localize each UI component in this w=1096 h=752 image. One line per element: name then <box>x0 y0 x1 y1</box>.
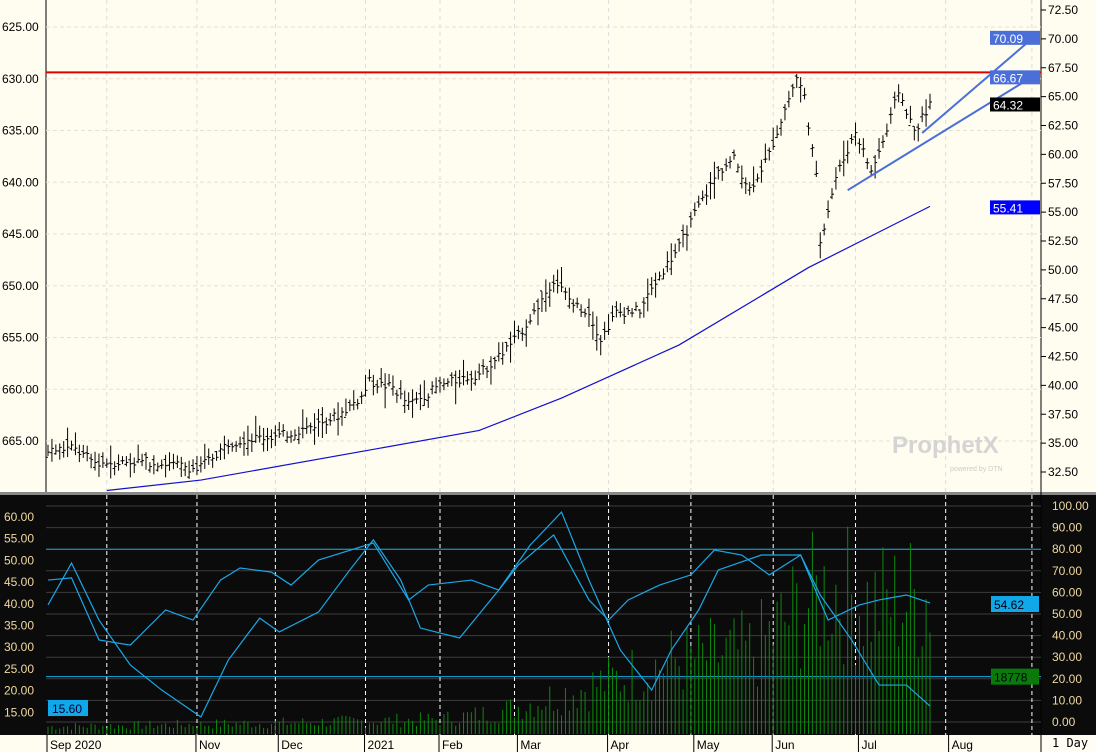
left-indicator-tick: 15.00 <box>4 705 34 719</box>
price-tag <box>990 200 1040 215</box>
right-price-tick: 40.00 <box>1048 378 1078 392</box>
left-indicator-tick: 30.00 <box>4 640 34 654</box>
right-indicator-tick: 10.00 <box>1052 693 1082 707</box>
date-label: Aug <box>952 738 973 752</box>
right-price-tick: 65.00 <box>1048 90 1078 104</box>
right-price-tick: 62.50 <box>1048 119 1078 133</box>
indicator-panel-bg <box>0 495 1040 735</box>
date-label: Nov <box>199 738 220 752</box>
right-indicator-tick: 100.00 <box>1052 499 1089 513</box>
date-label: Apr <box>611 738 630 752</box>
right-price-tick: 42.50 <box>1048 350 1078 364</box>
right-price-tick: 60.00 <box>1048 147 1078 161</box>
watermark-logo: ProphetX <box>892 432 999 459</box>
left-indicator-tick: 20.00 <box>4 684 34 698</box>
left-price-tick: 630.00 <box>2 72 39 86</box>
indicator-tag-value: 54.62 <box>994 598 1024 612</box>
left-price-tick: 650.00 <box>2 279 39 293</box>
price-tag-value: 66.67 <box>993 71 1023 85</box>
indicator-tag-value: 15.60 <box>52 702 82 716</box>
right-indicator-tick: 40.00 <box>1052 629 1082 643</box>
indicator-tag <box>991 668 1039 685</box>
right-price-tick: 67.50 <box>1048 61 1078 75</box>
price-tag <box>990 30 1040 45</box>
left-indicator-tick: 60.00 <box>4 510 34 524</box>
right-indicator-tick: 60.00 <box>1052 585 1082 599</box>
interval-selector[interactable]: 1 Day <box>1046 736 1096 752</box>
left-price-tick: 655.00 <box>2 331 39 345</box>
date-label: Sep 2020 <box>50 738 102 752</box>
price-tag <box>990 97 1040 112</box>
indicator-tag <box>48 700 88 716</box>
right-price-tick: 47.50 <box>1048 292 1078 306</box>
right-price-tick: 57.50 <box>1048 176 1078 190</box>
right-price-tick: 50.00 <box>1048 263 1078 277</box>
left-price-tick: 640.00 <box>2 175 39 189</box>
right-price-tick: 37.50 <box>1048 407 1078 421</box>
date-label: 2021 <box>368 738 395 752</box>
date-label: Mar <box>520 738 541 752</box>
trendline <box>921 34 1037 134</box>
right-indicator-tick: 50.00 <box>1052 607 1082 621</box>
right-price-tick: 45.00 <box>1048 321 1078 335</box>
price-tag-value: 55.41 <box>993 201 1023 215</box>
left-indicator-tick: 55.00 <box>4 532 34 546</box>
indicator-tag-value: 18778 <box>994 671 1028 685</box>
left-indicator-tick: 25.00 <box>4 662 34 676</box>
date-label: Feb <box>442 738 463 752</box>
right-price-tick: 70.00 <box>1048 32 1078 46</box>
panel-divider <box>0 492 1096 495</box>
oscillator-line-fast <box>47 510 931 718</box>
indicator-axis-bg <box>1040 495 1096 735</box>
left-indicator-tick: 45.00 <box>4 575 34 589</box>
right-price-tick: 55.00 <box>1048 205 1078 219</box>
date-label: Jul <box>861 738 876 752</box>
left-indicator-tick: 50.00 <box>4 553 34 567</box>
oscillator-line-slow <box>47 534 931 646</box>
watermark-sub: powered by DTN <box>950 466 1003 473</box>
right-indicator-tick: 0.00 <box>1052 715 1076 729</box>
date-axis-bg <box>0 735 1096 752</box>
price-tag-value: 64.32 <box>993 98 1023 112</box>
trendline <box>847 73 1037 192</box>
left-price-tick: 635.00 <box>2 124 39 138</box>
right-indicator-tick: 20.00 <box>1052 672 1082 686</box>
date-label: Jun <box>775 738 794 752</box>
right-indicator-tick: 80.00 <box>1052 542 1082 556</box>
left-indicator-tick: 35.00 <box>4 619 34 633</box>
right-price-tick: 35.00 <box>1048 436 1078 450</box>
left-price-tick: 645.00 <box>2 227 39 241</box>
right-indicator-tick: 70.00 <box>1052 564 1082 578</box>
moving-average-line <box>106 205 931 492</box>
right-price-tick: 52.50 <box>1048 234 1078 248</box>
left-indicator-tick: 40.00 <box>4 597 34 611</box>
right-indicator-tick: 30.00 <box>1052 650 1082 664</box>
right-indicator-tick: 90.00 <box>1052 521 1082 535</box>
date-label: Dec <box>281 738 302 752</box>
left-price-tick: 660.00 <box>2 382 39 396</box>
date-label: May <box>697 738 720 752</box>
price-panel-bg <box>0 0 1096 492</box>
left-price-tick: 625.00 <box>2 20 39 34</box>
price-tag-value: 70.09 <box>993 32 1023 46</box>
price-tag <box>990 70 1040 85</box>
indicator-tag <box>991 596 1039 613</box>
left-price-tick: 665.00 <box>2 434 39 448</box>
right-price-tick: 32.50 <box>1048 465 1078 479</box>
right-price-tick: 72.50 <box>1048 3 1078 17</box>
